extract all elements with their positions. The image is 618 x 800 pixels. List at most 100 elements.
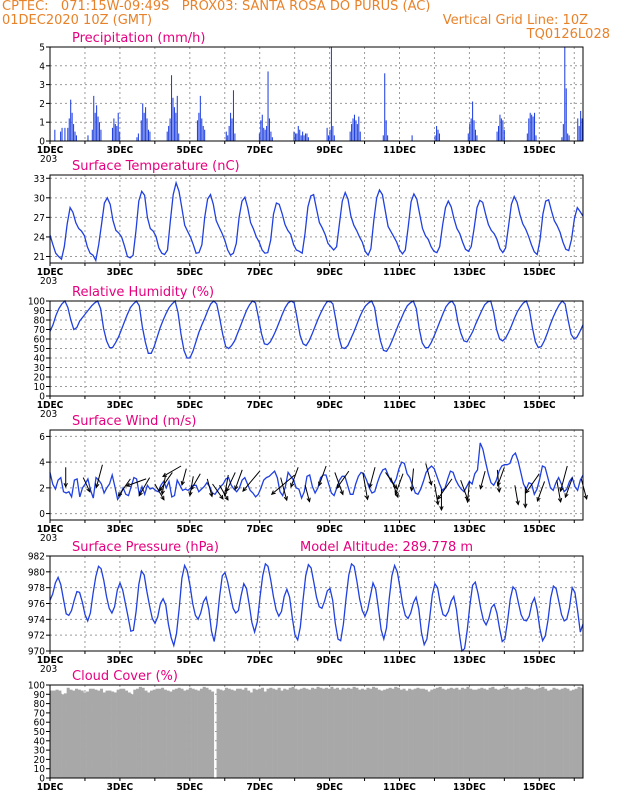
wind-arrow: [234, 469, 243, 491]
cloud-cover-bar: [524, 686, 528, 778]
x-tick-label: 7DEC: [246, 655, 273, 666]
cloud-cover-bar: [180, 688, 184, 778]
wind-arrow: [564, 477, 573, 499]
panel-title: Precipitation (mm/h): [72, 31, 205, 46]
precip-bar: [93, 95, 95, 141]
precip-bar: [358, 116, 360, 141]
wind-arrow: [138, 477, 151, 497]
wind-arrow: [425, 463, 433, 486]
precip-bar: [87, 135, 89, 141]
x-tick-label: 15DEC: [523, 145, 556, 156]
wind-arrow-head: [435, 500, 440, 506]
wind-arrow-shaft: [536, 481, 546, 502]
cloud-cover-bar: [280, 690, 284, 778]
y-tick-label: 4: [39, 61, 45, 72]
cloud-cover-bar: [52, 690, 56, 778]
y-tick-label: 0: [39, 509, 45, 520]
cloud-cover-bar: [77, 689, 81, 778]
precip-bar: [267, 71, 269, 141]
wind-arrow-head: [428, 480, 433, 486]
precip-bar: [473, 120, 475, 141]
precip-bar: [94, 112, 96, 141]
press-line: [49, 562, 584, 653]
wind-arrow-head: [394, 493, 399, 499]
cloud-cover-bar: [558, 689, 562, 778]
cloud-cover-bar: [494, 688, 498, 778]
cloud-cover-bar: [186, 689, 190, 778]
wind-arrow: [368, 467, 376, 489]
cloud-cover-bar: [566, 688, 570, 778]
wind-arrow: [242, 470, 261, 492]
precip-bar: [532, 116, 534, 141]
cloud-cover-bar: [530, 688, 534, 778]
precip-bar: [470, 118, 472, 141]
cloud-cover-bar: [335, 687, 340, 778]
precip-bar: [476, 135, 478, 141]
x-axis-year-corner: 203: [40, 154, 57, 165]
wind-arrow-shaft: [242, 470, 261, 492]
cloud-cover-bar: [172, 689, 176, 778]
precip-bar: [534, 112, 536, 141]
cloud-cover-bar: [508, 688, 512, 778]
cloud-cover-bar: [291, 686, 295, 778]
y-tick-label: 60: [34, 335, 46, 346]
wind-arrow-shaft: [369, 467, 376, 488]
wind-arrow-head: [160, 495, 165, 501]
cloud-cover-bar: [91, 688, 95, 778]
precip-bar: [61, 127, 63, 141]
y-tick-label: 30: [34, 746, 46, 757]
cloud-cover-bar: [208, 689, 212, 778]
panel-title: Cloud Cover (%): [72, 669, 178, 684]
wind-arrow-head: [364, 495, 370, 501]
cloud-cover-bar: [188, 687, 192, 778]
cloud-cover-bar: [322, 688, 326, 778]
cloud-cover-bar: [144, 690, 148, 778]
header-grid-note: Vertical Grid Line: 10Z: [442, 13, 588, 28]
wind-arrow-shaft: [411, 468, 414, 491]
x-tick-label: 11DEC: [383, 400, 416, 411]
wind-arrow-shaft: [82, 477, 91, 492]
precip-bar: [168, 125, 170, 141]
cloud-cover-bar: [391, 688, 395, 778]
wind-arrow-head: [536, 496, 541, 503]
precip-bar: [260, 120, 262, 141]
x-tick-label: 7DEC: [246, 524, 273, 535]
wind-arrow: [525, 473, 540, 494]
precip-bar: [204, 129, 206, 141]
cloud-cover-bar: [197, 690, 201, 778]
cloud-cover-bar: [166, 690, 170, 778]
y-tick-label: 40: [34, 354, 46, 365]
precip-bar: [329, 129, 331, 141]
wind-arrow-shaft: [362, 472, 369, 500]
precip-bar: [201, 118, 203, 141]
y-tick-label: 5: [39, 43, 45, 54]
precip-bar: [70, 99, 72, 141]
y-tick-label: 50: [34, 727, 46, 738]
y-tick-label: 70: [34, 708, 46, 719]
cloud-cover-bar: [63, 693, 67, 778]
cloud-cover-bar: [149, 690, 154, 778]
precip-bar: [232, 90, 234, 141]
cloud-cover-bar: [485, 689, 489, 778]
wind-arrow: [290, 467, 299, 488]
x-tick-label: 7DEC: [246, 400, 273, 411]
wind-arrow-shaft: [138, 477, 151, 496]
x-tick-label: 9DEC: [316, 782, 343, 793]
y-tick-label: 27: [34, 213, 45, 224]
cloud-cover-bar: [219, 689, 223, 778]
precip-bar: [326, 127, 328, 141]
precip-bar: [578, 125, 580, 141]
x-tick-label: 13DEC: [453, 267, 486, 278]
cloud-cover-bar: [194, 689, 198, 778]
precip-bar: [528, 118, 530, 141]
cloud-cover-bar: [163, 689, 167, 778]
precip-bar: [385, 120, 387, 141]
wind-arrow-shaft: [433, 483, 439, 505]
precip-bar: [114, 124, 116, 141]
precip-bar: [300, 135, 302, 141]
wind-arrow-head: [283, 496, 288, 502]
x-tick-label: 1DEC: [37, 267, 64, 278]
cloud-cover-bar: [266, 688, 270, 778]
wind-arrow-shaft: [318, 465, 327, 486]
y-tick-label: 2: [39, 483, 45, 494]
